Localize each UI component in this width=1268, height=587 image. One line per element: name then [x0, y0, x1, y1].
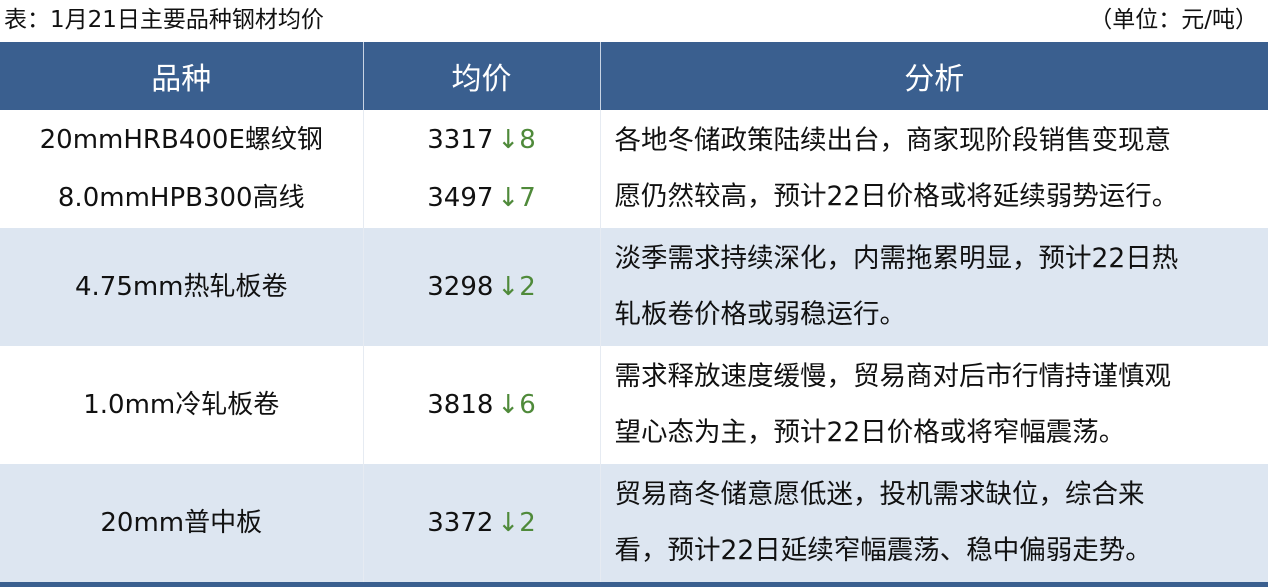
header-row: 品种 均价 分析: [0, 42, 1268, 110]
price-value: 3317: [427, 125, 494, 155]
header-variety: 品种: [0, 42, 364, 110]
price-change-down: ↓2: [497, 508, 536, 538]
price-column-cell: 3317 ↓8 3497 ↓7: [363, 110, 601, 228]
price-cell: 3298 ↓2: [364, 258, 600, 316]
price-column-cell: 3818 ↓6: [363, 346, 601, 464]
table-title: 表：1月21日主要品种钢材均价: [4, 7, 324, 33]
price-value: 3818: [427, 390, 494, 420]
price-change-down: ↓6: [497, 390, 536, 420]
price-value: 3298: [427, 272, 494, 302]
variety-name: 20mmHRB400E螺纹钢: [39, 125, 323, 155]
analysis-cell: 需求释放速度缓慢，贸易商对后市行情持谨慎观 望心态为主，预计22日价格或将窄幅震荡…: [600, 346, 1268, 464]
analysis-line: 各地冬储政策陆续出台，商家现阶段销售变现意: [614, 125, 1172, 156]
analysis-cell: 淡季需求持续深化，内需拖累明显，预计22日热 轧板卷价格或弱稳运行。: [600, 228, 1268, 346]
variety-name: 1.0mm冷轧板卷: [83, 390, 280, 420]
unit-label: （单位：元/吨）: [1089, 7, 1258, 33]
variety-cell: 4.75mm热轧板卷: [0, 228, 364, 346]
variety-cell: 1.0mm冷轧板卷: [0, 346, 364, 464]
price-cell: 3372 ↓2: [364, 494, 600, 552]
steel-price-table: 品种 均价 分析 20mmHRB400E螺纹钢 8.0mmHPB300高线 3317…: [0, 42, 1268, 587]
table-row: 20mmHRB400E螺纹钢 8.0mmHPB300高线 3317 ↓8 3497 ↓7 各…: [0, 110, 1268, 228]
table-row: 20mm普中板 3372 ↓2 贸易商冬储意愿低迷，投机需求缺位，综合来 看，预计22日…: [0, 464, 1268, 585]
price-change-down: ↓8: [497, 125, 536, 155]
analysis-line: 需求释放速度缓慢，贸易商对后市行情持谨慎观: [614, 361, 1172, 392]
price-column-cell: 3372 ↓2: [363, 464, 601, 585]
variety-cell: 20mm普中板: [0, 464, 364, 585]
table-caption: 表：1月21日主要品种钢材均价 （单位：元/吨）: [0, 0, 1268, 42]
analysis-line: 愿仍然较高，预计22日价格或将延续弱势运行。: [614, 181, 1179, 212]
variety-name: 20mm普中板: [100, 508, 263, 538]
header-analysis: 分析: [600, 42, 1268, 110]
analysis-line: 贸易商冬储意愿低迷，投机需求缺位，综合来: [614, 479, 1145, 510]
variety-name: 4.75mm热轧板卷: [74, 272, 288, 302]
analysis-cell: 各地冬储政策陆续出台，商家现阶段销售变现意 愿仍然较高，预计22日价格或将延续弱势…: [600, 110, 1268, 228]
table-row: 4.75mm热轧板卷 3298 ↓2 淡季需求持续深化，内需拖累明显，预计22日热 轧板…: [0, 228, 1268, 346]
analysis-line: 望心态为主，预计22日价格或将窄幅震荡。: [614, 417, 1126, 448]
variety-cell: 20mmHRB400E螺纹钢 8.0mmHPB300高线: [0, 110, 364, 228]
price-value: 3497: [427, 183, 494, 213]
price-column-cell: 3298 ↓2: [363, 228, 601, 346]
analysis-line: 淡季需求持续深化，内需拖累明显，预计22日热: [614, 243, 1179, 274]
header-price: 均价: [363, 42, 601, 110]
price-change-down: ↓7: [497, 183, 536, 213]
variety-name: 8.0mmHPB300高线: [57, 183, 305, 213]
analysis-line: 轧板卷价格或弱稳运行。: [614, 299, 907, 330]
price-cell: 3818 ↓6: [364, 376, 600, 434]
price-cell: 3497 ↓7: [364, 169, 600, 227]
price-cell: 3317 ↓8: [364, 111, 600, 169]
price-value: 3372: [427, 508, 494, 538]
analysis-cell: 贸易商冬储意愿低迷，投机需求缺位，综合来 看，预计22日延续窄幅震荡、稳中偏弱走势…: [600, 464, 1268, 585]
table-row: 1.0mm冷轧板卷 3818 ↓6 需求释放速度缓慢，贸易商对后市行情持谨慎观 望心态为…: [0, 346, 1268, 464]
analysis-line: 看，预计22日延续窄幅震荡、稳中偏弱走势。: [614, 535, 1152, 566]
price-change-down: ↓2: [497, 272, 536, 302]
